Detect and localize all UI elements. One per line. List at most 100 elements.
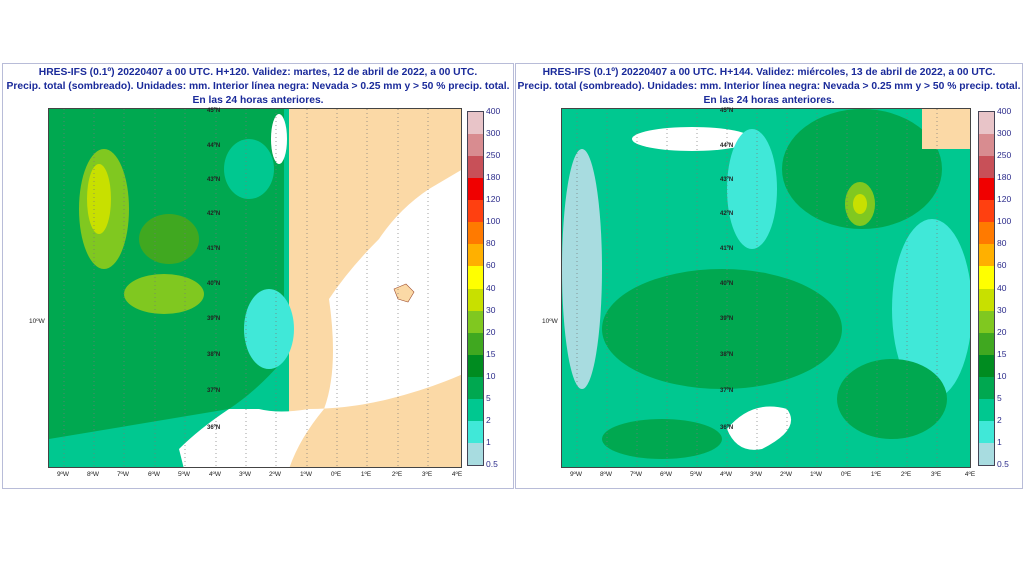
colorbar-swatch xyxy=(979,266,994,289)
lon-label: 4ºW xyxy=(208,471,222,478)
lon-label: 1ºE xyxy=(360,471,372,478)
colorbar-label: 0.5 xyxy=(997,459,1009,469)
colorbar-swatch xyxy=(979,420,994,443)
colorbar-label: 5 xyxy=(486,392,491,403)
lat-label: 43ºN xyxy=(207,177,221,183)
colorbar-label: 100 xyxy=(486,216,501,227)
lon-label: 8ºW xyxy=(86,471,100,478)
lat-label: 44ºN xyxy=(207,143,221,149)
colorbar-label: 20 xyxy=(486,326,496,337)
colorbar-swatch xyxy=(468,200,483,223)
colorbar-swatch xyxy=(979,178,994,201)
lat-label: 41ºN xyxy=(207,246,221,252)
lat-label: 38ºN xyxy=(720,352,734,358)
colorbar-label: 180 xyxy=(997,172,1012,183)
lon-label: 7ºW xyxy=(116,471,130,478)
title-line: Precip. total (sombreado). Unidades: mm.… xyxy=(6,81,510,92)
colorbar xyxy=(978,111,995,466)
colorbar-label: 60 xyxy=(997,260,1007,271)
title-line: Precip. total (sombreado). Unidades: mm.… xyxy=(517,81,1021,92)
colorbar-label: 30 xyxy=(997,304,1007,315)
colorbar-label: 40 xyxy=(486,282,496,293)
precipitation-map xyxy=(48,108,462,468)
lon-label: 7ºW xyxy=(629,471,643,478)
precipitation-map xyxy=(561,108,971,468)
title-line: En las 24 horas anteriores. xyxy=(192,95,324,106)
colorbar-label: 1 xyxy=(997,436,1002,447)
colorbar-swatch xyxy=(468,112,483,135)
colorbar-label: 120 xyxy=(486,194,501,205)
colorbar-label: 300 xyxy=(486,128,501,139)
colorbar-swatch xyxy=(979,310,994,333)
colorbar xyxy=(467,111,484,466)
map-panel-h144: HRES-IFS (0.1º) 20220407 a 00 UTC. H+144… xyxy=(515,63,1023,489)
lon-label: 4ºW xyxy=(719,471,733,478)
colorbar-swatch xyxy=(468,354,483,377)
lat-label: 43ºN xyxy=(720,177,734,183)
colorbar-swatch xyxy=(979,376,994,399)
lat-label: 40ºN xyxy=(720,281,734,287)
lon-label: 6ºW xyxy=(659,471,673,478)
lat-label: 38ºN xyxy=(207,352,221,358)
lon-label: 9ºW xyxy=(56,471,70,478)
title-line: HRES-IFS (0.1º) 20220407 a 00 UTC. H+144… xyxy=(542,67,996,78)
colorbar-swatch xyxy=(468,376,483,399)
colorbar-label: 400 xyxy=(997,106,1012,116)
panel-title: HRES-IFS (0.1º) 20220407 a 00 UTC. H+144… xyxy=(516,66,1022,108)
colorbar-swatch xyxy=(979,288,994,311)
colorbar-label: 100 xyxy=(997,216,1012,227)
colorbar-label: 120 xyxy=(997,194,1012,205)
colorbar-label: 80 xyxy=(997,238,1007,249)
colorbar-label: 80 xyxy=(486,238,496,249)
colorbar-label: 300 xyxy=(997,128,1012,139)
colorbar-label: 400 xyxy=(486,106,501,116)
colorbar-label: 1 xyxy=(486,436,491,447)
lon-label: 5ºW xyxy=(689,471,703,478)
title-line: HRES-IFS (0.1º) 20220407 a 00 UTC. H+120… xyxy=(38,67,478,78)
colorbar-label: 40 xyxy=(997,282,1007,293)
colorbar-label: 2 xyxy=(997,414,1002,425)
colorbar-swatch xyxy=(468,156,483,179)
colorbar-swatch xyxy=(979,332,994,355)
lon-label: 4ºE xyxy=(451,471,463,478)
lon-label: 3ºE xyxy=(930,471,942,478)
lat-label: 37ºN xyxy=(207,388,221,394)
colorbar-swatch xyxy=(468,442,483,465)
panel-title: HRES-IFS (0.1º) 20220407 a 00 UTC. H+120… xyxy=(3,66,513,108)
colorbar-label: 15 xyxy=(486,348,496,359)
lon-label: 2ºE xyxy=(900,471,912,478)
lon-label: 9ºW xyxy=(569,471,583,478)
colorbar-label: 30 xyxy=(486,304,496,315)
lon-label: 2ºW xyxy=(268,471,282,478)
lon-label: 6ºW xyxy=(147,471,161,478)
lat-label: 39ºN xyxy=(207,316,221,322)
colorbar-swatch xyxy=(979,134,994,157)
lat-label: 36ºN xyxy=(207,425,221,431)
lon-label-west: 10ºW xyxy=(29,318,45,325)
title-line: En las 24 horas anteriores. xyxy=(703,95,835,106)
colorbar-swatch xyxy=(468,310,483,333)
lon-label: 0ºE xyxy=(840,471,852,478)
colorbar-swatch xyxy=(468,244,483,267)
colorbar-swatch xyxy=(979,112,994,135)
colorbar-label: 60 xyxy=(486,260,496,271)
map-panel-h120: HRES-IFS (0.1º) 20220407 a 00 UTC. H+120… xyxy=(2,63,514,489)
lat-label: 40ºN xyxy=(207,281,221,287)
colorbar-swatch xyxy=(468,222,483,245)
colorbar-label: 5 xyxy=(997,392,1002,403)
colorbar-label: 250 xyxy=(997,150,1012,161)
lon-label: 8ºW xyxy=(599,471,613,478)
colorbar-label: 180 xyxy=(486,172,501,183)
colorbar-swatch xyxy=(468,178,483,201)
lat-label: 44ºN xyxy=(720,143,734,149)
colorbar-label: 0.5 xyxy=(486,459,498,469)
lon-label: 3ºE xyxy=(421,471,433,478)
lat-label: 42ºN xyxy=(207,211,221,217)
colorbar-swatch xyxy=(979,222,994,245)
colorbar-label: 250 xyxy=(486,150,501,161)
colorbar-swatch xyxy=(468,266,483,289)
colorbar-swatch xyxy=(468,134,483,157)
colorbar-swatch xyxy=(468,332,483,355)
colorbar-swatch xyxy=(468,420,483,443)
colorbar-swatch xyxy=(979,156,994,179)
